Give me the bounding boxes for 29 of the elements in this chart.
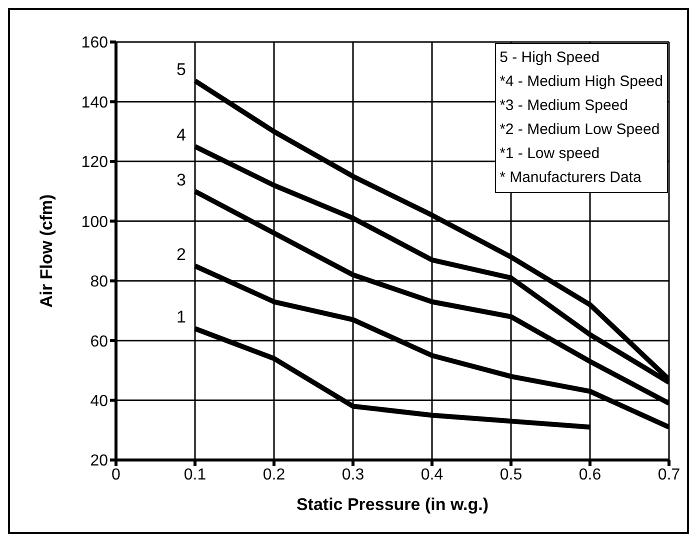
annotation: *1 - Low speed <box>500 144 601 164</box>
x-tick-label: 0.6 <box>578 466 602 484</box>
series-label: 2 <box>176 244 186 264</box>
y-tick-label: 100 <box>81 214 108 231</box>
x-tick-label: 0.2 <box>262 466 286 484</box>
annotation: 5 - High Speed <box>500 48 601 68</box>
y-tick-label: 120 <box>81 154 108 172</box>
x-tick-label: 0.7 <box>658 466 680 484</box>
y-tick-label: 40 <box>90 392 108 410</box>
x-tick-label: 0.3 <box>342 466 364 484</box>
y-tick-label: 160 <box>81 34 108 52</box>
x-tick-label: 0.1 <box>184 466 206 484</box>
y-tick-label: 140 <box>81 94 108 112</box>
x-tick-label: 0 <box>112 466 121 484</box>
x-tick-label: 0.4 <box>420 466 444 484</box>
annotation: *2 - Medium Low Speed <box>500 120 661 140</box>
x-axis-title: Static Pressure (in w.g.) <box>296 495 489 514</box>
x-tick-label: 0.5 <box>500 466 522 484</box>
series-label: 1 <box>176 308 186 327</box>
y-tick-label: 20 <box>90 452 108 470</box>
y-axis-title: Air Flow (cfm) <box>37 194 56 308</box>
annotation: * Manufacturers Data <box>500 168 642 188</box>
series-label: 4 <box>176 126 186 145</box>
y-tick-label: 80 <box>90 274 108 291</box>
series-label: 3 <box>176 170 186 190</box>
annotation: *4 - Medium High Speed <box>500 72 663 92</box>
series-label: 5 <box>176 60 186 79</box>
annotation: *3 - Medium Speed <box>500 96 629 116</box>
y-tick-label: 60 <box>90 333 108 350</box>
